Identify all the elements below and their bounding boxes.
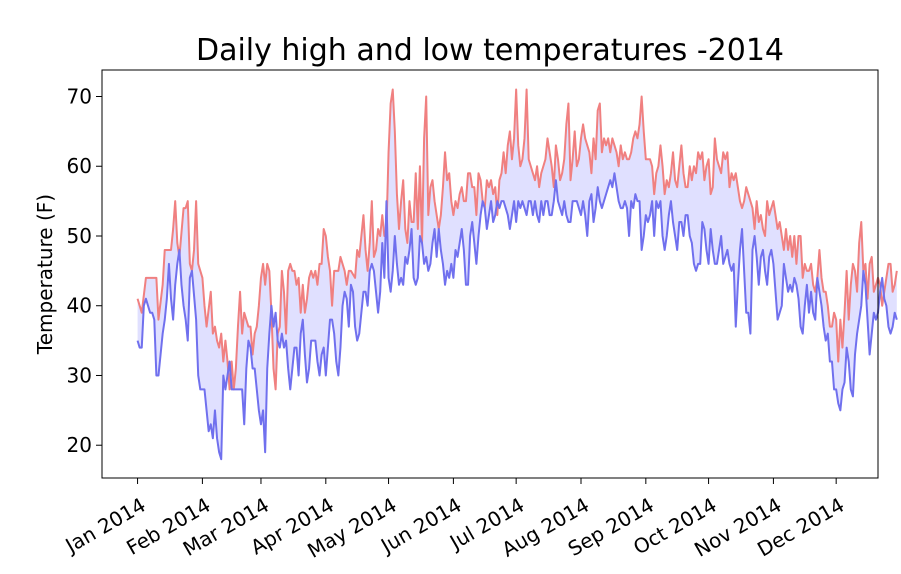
series-layer xyxy=(136,88,898,461)
y-tick-label: 50 xyxy=(67,224,92,248)
y-axis-label: Temperature (F) xyxy=(33,194,57,355)
fill-between-area xyxy=(137,89,897,460)
plot-frame xyxy=(101,69,879,479)
series-line-low xyxy=(136,172,898,461)
y-tick-label: 70 xyxy=(67,85,92,109)
y-tick-label: 30 xyxy=(67,363,92,387)
fill-between-layer xyxy=(137,89,897,460)
y-tick-label: 60 xyxy=(67,154,92,178)
y-tick-label: 20 xyxy=(67,433,92,457)
y-axis: 20 30 40 50 60 70 xyxy=(67,85,102,457)
chart-title: Daily high and low temperatures -2014 xyxy=(196,33,784,68)
y-tick-label: 40 xyxy=(67,294,92,318)
series-line-high xyxy=(136,88,898,391)
